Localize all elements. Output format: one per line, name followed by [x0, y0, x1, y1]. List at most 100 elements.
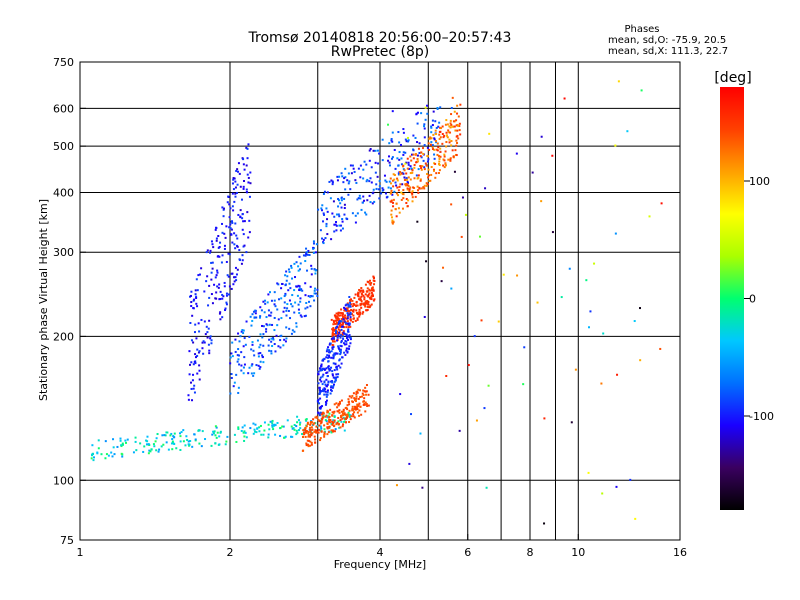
- echo-point: [433, 137, 436, 140]
- echo-point: [338, 402, 341, 405]
- echo-point: [279, 339, 282, 342]
- echo-point: [243, 337, 246, 340]
- echo-point: [439, 150, 442, 153]
- echo-point: [318, 402, 321, 405]
- echo-point: [362, 303, 365, 306]
- echo-point: [423, 123, 426, 126]
- echo-point: [214, 297, 217, 300]
- echo-point: [210, 293, 213, 296]
- colorbar: [deg]: [714, 70, 752, 510]
- echo-point: [338, 320, 341, 323]
- colorbar-label: [deg]: [714, 70, 751, 86]
- echo-point: [335, 229, 338, 232]
- echo-point: [347, 322, 350, 325]
- echo-point: [317, 382, 320, 385]
- echo-point: [531, 171, 534, 174]
- echo-point: [354, 179, 357, 182]
- echo-point: [439, 155, 442, 158]
- echo-point: [311, 432, 314, 435]
- echo-point: [364, 301, 367, 304]
- echo-point: [251, 363, 254, 366]
- echo-point: [382, 188, 385, 191]
- echo-point: [249, 171, 252, 174]
- echo-point: [405, 183, 408, 186]
- echo-point: [320, 430, 323, 433]
- echo-point: [390, 139, 393, 142]
- echo-point: [458, 429, 461, 432]
- echo-point: [234, 338, 237, 341]
- echo-point: [359, 311, 362, 314]
- echo-point: [409, 165, 412, 168]
- echo-point: [343, 343, 346, 346]
- echo-point: [304, 428, 307, 431]
- echo-point: [175, 447, 178, 450]
- echo-point: [336, 368, 339, 371]
- echo-point: [309, 423, 312, 426]
- echo-point: [242, 187, 245, 190]
- echo-point: [331, 420, 334, 423]
- echo-point: [429, 179, 432, 182]
- echo-point: [146, 443, 149, 446]
- echo-point: [191, 399, 194, 402]
- echo-point: [337, 332, 340, 335]
- echo-point: [270, 299, 273, 302]
- echo-point: [207, 304, 210, 307]
- echo-point: [173, 442, 176, 445]
- echo-point: [273, 343, 276, 346]
- echo-point: [435, 126, 438, 129]
- echo-point: [406, 167, 409, 170]
- echo-point: [430, 141, 433, 144]
- echo-point: [225, 301, 228, 304]
- echo-point: [150, 448, 153, 451]
- echo-point: [294, 301, 297, 304]
- echo-point: [251, 313, 254, 316]
- echo-point: [447, 131, 450, 134]
- echo-point: [390, 189, 393, 192]
- echo-point: [240, 429, 243, 432]
- echo-point: [347, 335, 350, 338]
- echo-point: [331, 386, 334, 389]
- echo-point: [358, 409, 361, 412]
- echo-point: [233, 433, 236, 436]
- echo-point: [326, 210, 329, 213]
- echo-point: [340, 320, 343, 323]
- echo-point: [337, 328, 340, 331]
- echo-point: [331, 329, 334, 332]
- echo-point: [234, 276, 237, 279]
- echo-point: [312, 240, 315, 243]
- echo-point: [333, 410, 336, 413]
- echo-point: [420, 151, 423, 154]
- echo-point: [246, 173, 249, 176]
- echo-point: [332, 385, 335, 388]
- echo-point: [342, 330, 345, 333]
- echo-point: [229, 362, 232, 365]
- echo-point: [327, 427, 330, 430]
- echo-point: [420, 165, 423, 168]
- echo-point: [387, 159, 390, 162]
- echo-point: [434, 129, 437, 132]
- echo-point: [358, 315, 361, 318]
- echo-point: [283, 301, 286, 304]
- echo-point: [205, 325, 208, 328]
- echo-point: [331, 430, 334, 433]
- echo-point: [257, 352, 260, 355]
- echo-point: [354, 406, 357, 409]
- echo-point: [320, 207, 323, 210]
- echo-point: [321, 383, 324, 386]
- echo-point: [206, 275, 209, 278]
- echo-point: [438, 160, 441, 163]
- echo-point: [418, 142, 421, 145]
- echo-point: [318, 386, 321, 389]
- echo-point: [358, 308, 361, 311]
- echo-point: [227, 195, 230, 198]
- echo-point: [329, 419, 332, 422]
- echo-point: [194, 289, 197, 292]
- echo-point: [329, 408, 332, 411]
- echo-point: [359, 304, 362, 307]
- echo-point: [309, 420, 312, 423]
- echo-point: [408, 462, 411, 465]
- echo-point: [272, 338, 275, 341]
- echo-point: [297, 265, 300, 268]
- echo-point: [369, 304, 372, 307]
- echo-point: [341, 425, 344, 428]
